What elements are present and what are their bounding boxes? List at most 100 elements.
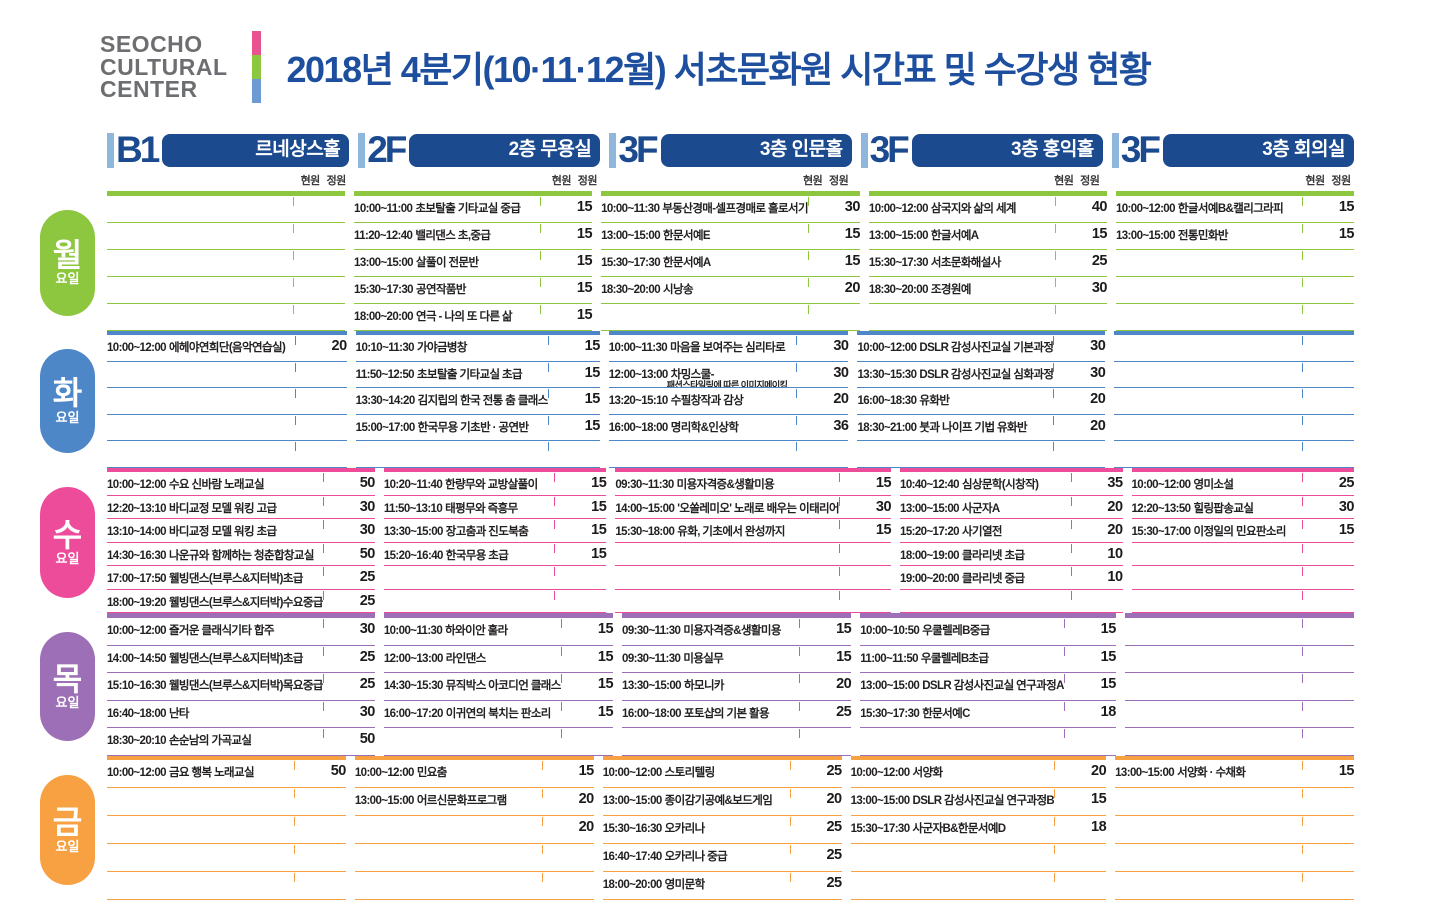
capacity-value bbox=[317, 223, 345, 249]
capacity-value: 50 bbox=[359, 545, 376, 562]
class-title: 서양화 · 수채화 bbox=[1177, 767, 1246, 780]
class-slot: 10:00~12:00 에헤야연희단(음악연습실) 20 bbox=[107, 335, 347, 362]
class-slot-text bbox=[1125, 673, 1302, 700]
class-slot: 11:50~13:10 태평무와 즉흥무 15 bbox=[383, 496, 607, 520]
schedule-cell-화-col4: 10:00~12:00 DSLR 감성사진교실 기본과정 30 13:30~15:30… bbox=[857, 330, 1106, 468]
class-slot-text: 18:00~20:00 영미문학 bbox=[603, 872, 790, 899]
current-count-cell bbox=[1302, 277, 1326, 303]
current-count-cell bbox=[541, 844, 566, 871]
column-header-1: B1 르네상스홀 bbox=[107, 131, 350, 169]
class-title: 서양화 bbox=[912, 767, 944, 780]
class-time: 10:00~11:00 bbox=[354, 202, 413, 215]
column-header-2: 2F 2층 무용실 bbox=[358, 131, 601, 169]
capacity-value: 30 bbox=[844, 198, 861, 215]
current-count-cell bbox=[789, 844, 814, 871]
capacity-value: 25 bbox=[826, 763, 842, 780]
capacity-value: 18 bbox=[1091, 819, 1107, 836]
day-color-bar bbox=[1124, 613, 1354, 618]
schedule-cell-수-col4: 10:40~12:40 심상문학(시창작) 35 13:00~15:00 사군자A 20 1… bbox=[900, 467, 1123, 614]
capacity-value: 30 bbox=[1091, 279, 1108, 296]
class-time: 18:30~20:00 bbox=[868, 283, 929, 296]
class-title: 미용실무 bbox=[683, 652, 724, 665]
day-color-bar bbox=[1114, 330, 1354, 335]
class-slot-text bbox=[384, 590, 554, 613]
class-title: 미용자격증&생활미용 bbox=[683, 624, 781, 637]
current-count-cell bbox=[293, 844, 318, 871]
class-slot-text: 10:00~11:00 초보탈출 기타교실 중급 bbox=[354, 196, 540, 222]
capacity-value: 30 bbox=[359, 703, 376, 720]
class-title: 태평무와 즉흥무 bbox=[445, 502, 518, 515]
current-count-cell bbox=[1302, 673, 1326, 700]
capacity-value bbox=[1326, 415, 1354, 441]
class-slot: 12:00~13:00 차밍스쿨- 패션스타일링에 따른 이미지메이킹 30 bbox=[608, 362, 849, 389]
class-time: 13:00~15:00 bbox=[354, 256, 414, 269]
floor-label: 3F bbox=[869, 129, 910, 171]
class-time: 16:00~18:00 bbox=[622, 707, 682, 720]
capacity-value bbox=[318, 844, 346, 871]
class-time: 10:00~11:30 bbox=[383, 624, 443, 637]
current-count-cell bbox=[322, 543, 347, 566]
class-time: 12:00~13:00 bbox=[608, 368, 669, 381]
floor-label: 3F bbox=[618, 129, 658, 171]
class-time: 13:20~15:10 bbox=[608, 395, 669, 408]
class-slot: 10:00~12:00 스토리텔링 25 bbox=[602, 760, 842, 789]
empty-slot bbox=[615, 543, 892, 567]
day-suffix: 요일 bbox=[55, 409, 80, 425]
capacity-value: 20 bbox=[1107, 522, 1123, 539]
empty-slot bbox=[1115, 872, 1354, 901]
class-time: 10:00~12:00 bbox=[107, 479, 167, 492]
capacity-value bbox=[319, 441, 347, 467]
class-slot: 10:00~12:00 서양화 20 bbox=[850, 760, 1107, 789]
class-title: 민요춤 bbox=[416, 767, 448, 780]
current-count-cell bbox=[839, 590, 863, 613]
capacity-value bbox=[823, 728, 851, 755]
current-count-cell bbox=[789, 816, 814, 843]
capacity-value: 30 bbox=[833, 364, 849, 381]
class-title: 스토리텔링 bbox=[664, 767, 716, 780]
empty-slot bbox=[1115, 304, 1354, 331]
class-time: 15:10~16:30 bbox=[107, 680, 167, 693]
class-title: 즐거운 클래식기타 합주 bbox=[168, 624, 275, 637]
current-count-label: 현원 bbox=[1305, 175, 1325, 187]
class-slot: 13:00~15:00 사군자A 20 bbox=[900, 496, 1123, 520]
class-slot-text bbox=[107, 872, 294, 899]
current-count-cell bbox=[1302, 415, 1326, 441]
capacity-value bbox=[1326, 618, 1354, 645]
class-title: 힐링팝송교실 bbox=[1193, 502, 1254, 515]
class-slot-text bbox=[107, 788, 294, 815]
class-slot-text bbox=[1115, 844, 1302, 871]
column-headers-row: B1 르네상스홀 2F 2층 무용실 3F 3층 인문홀 3F 3층 홍익홀 3F 3층 회의실 bbox=[40, 129, 1354, 171]
current-count-cell bbox=[322, 618, 347, 645]
class-slot-text bbox=[107, 362, 295, 388]
class-slot: 15:00~17:00 한국무용 기초반 · 공연반 15 bbox=[355, 415, 600, 442]
current-count-cell bbox=[839, 566, 863, 589]
current-count-cell bbox=[322, 673, 347, 700]
class-time: 18:30~20:00 bbox=[601, 283, 661, 296]
current-count-cell bbox=[839, 519, 863, 542]
capacity-value bbox=[1077, 441, 1105, 467]
current-count-cell bbox=[1302, 816, 1326, 843]
capacity-value bbox=[1326, 543, 1354, 566]
class-time: 13:10~14:00 bbox=[107, 526, 167, 539]
current-count-cell bbox=[293, 196, 317, 222]
class-title: 웰빙댄스(브루스&지터박)초급 bbox=[168, 652, 304, 665]
current-count-cell bbox=[1302, 788, 1326, 815]
column-header-3: 3F 3층 인문홀 bbox=[609, 129, 852, 171]
class-time: 13:00~15:00 bbox=[860, 680, 920, 693]
empty-slot bbox=[622, 728, 852, 756]
current-count-cell bbox=[561, 618, 585, 645]
empty-slot bbox=[868, 304, 1107, 331]
class-time: 16:00~18:00 bbox=[608, 421, 669, 434]
class-time: 10:00~12:00 bbox=[850, 767, 911, 780]
class-slot: 13:30~15:00 장고춤과 진도북춤 15 bbox=[383, 519, 607, 543]
class-time: 12:20~13:10 bbox=[107, 502, 167, 515]
class-slot: 10:40~12:40 심상문학(시창작) 35 bbox=[900, 472, 1123, 496]
empty-slot bbox=[1131, 543, 1354, 567]
class-title: 영미문학 bbox=[664, 879, 706, 892]
class-slot-text: 14:00~14:50 웰빙댄스(브루스&지터박)초급 bbox=[107, 646, 323, 673]
class-title: 마음을 보여주는 심리타로 bbox=[670, 342, 786, 354]
current-count-cell bbox=[294, 362, 319, 388]
class-slot: 13:00~15:00 DSLR 감성사진교실 연구과정A 15 bbox=[860, 673, 1116, 701]
current-count-cell bbox=[807, 250, 832, 276]
class-slot-text: 10:00~12:00 한글서예B&캘리그라피 bbox=[1116, 196, 1302, 222]
